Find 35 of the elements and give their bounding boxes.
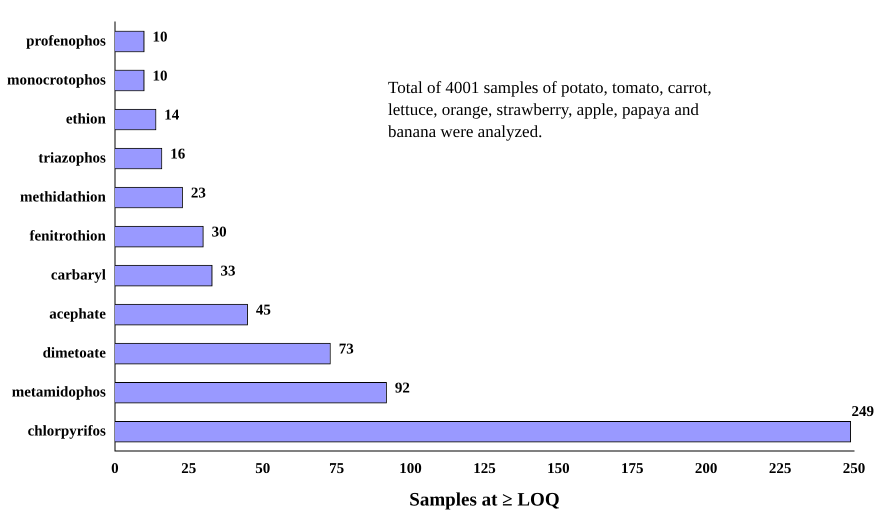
data-label: 45 (256, 302, 271, 319)
x-tick-label: 200 (694, 461, 718, 478)
x-tick-label: 25 (181, 461, 196, 478)
y-tick-label: metamidophos (12, 384, 106, 401)
x-tick-label: 75 (329, 461, 344, 478)
x-tick-label: 250 (842, 461, 866, 478)
y-tick-label: methidathion (20, 189, 107, 206)
x-axis-title: Samples at ≥ LOQ (409, 490, 560, 511)
data-label: 10 (152, 29, 168, 46)
data-label: 249 (852, 404, 874, 420)
y-tick-label: fenitrothion (29, 228, 107, 244)
y-tick-label: carbaryl (50, 267, 106, 284)
x-tick-label: 0 (111, 461, 119, 478)
data-label: 23 (190, 185, 206, 202)
y-tick-label: profenophos (26, 33, 106, 50)
x-tick-label: 50 (255, 461, 270, 478)
y-tick-label: monocrotophos (6, 72, 106, 88)
y-tick-label: dimetoate (42, 346, 106, 362)
data-label: 10 (152, 68, 168, 84)
annotation: Total of 4001 samples of potato, tomato, carrot, lettuce, orange, strawberry, apple, papaya and banana were analyzed. (388, 78, 712, 141)
x-tick-label: 225 (768, 461, 792, 478)
y-tick-label: chlorpyrifos (28, 424, 106, 440)
data-label: 33 (220, 263, 236, 280)
x-tick-label: 100 (399, 461, 422, 478)
x-tick-label: 125 (473, 461, 496, 478)
y-tick-label: triazophos (38, 150, 106, 166)
y-tick-label: ethion (66, 111, 107, 128)
data-label: 30 (212, 224, 227, 240)
y-tick-label: acephate (49, 306, 106, 323)
data-label: 16 (170, 146, 186, 162)
x-tick-label: 150 (547, 461, 570, 478)
data-label: 92 (394, 380, 410, 397)
x-tick-label: 175 (621, 461, 644, 478)
data-label: 73 (338, 342, 354, 358)
data-label: 14 (164, 107, 180, 124)
